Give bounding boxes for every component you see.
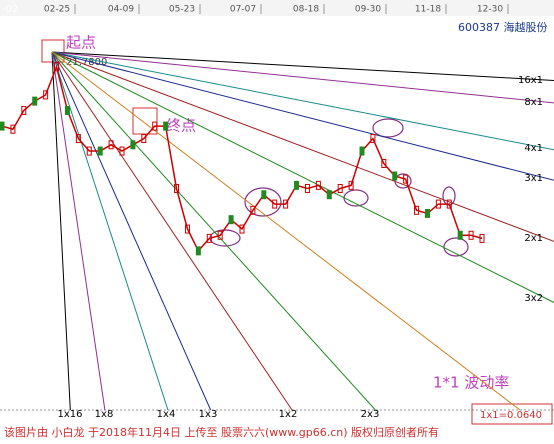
candle bbox=[392, 171, 398, 181]
fan-label: 1x2 bbox=[279, 409, 298, 420]
candle bbox=[184, 224, 190, 234]
candle bbox=[0, 121, 5, 131]
fan-line bbox=[51, 51, 106, 411]
candle bbox=[326, 190, 332, 200]
candle bbox=[195, 246, 201, 256]
candle bbox=[424, 208, 430, 218]
x-tick-label: 08-18 bbox=[293, 5, 319, 15]
candle bbox=[403, 174, 409, 184]
fan-line bbox=[51, 51, 521, 411]
candle bbox=[141, 134, 147, 144]
candle bbox=[457, 230, 463, 240]
x-tick-label: 02-25 bbox=[44, 5, 70, 15]
fan-label: 3x1 bbox=[524, 173, 543, 184]
candle bbox=[130, 140, 136, 150]
candle bbox=[359, 146, 365, 156]
candle bbox=[54, 62, 60, 72]
candle bbox=[228, 215, 234, 225]
candle bbox=[86, 146, 92, 156]
candle bbox=[250, 205, 256, 215]
candle bbox=[239, 224, 245, 234]
fan-label: 4x1 bbox=[524, 143, 543, 154]
candle bbox=[370, 134, 376, 144]
start-label: 起点 bbox=[66, 34, 96, 52]
candle bbox=[348, 180, 354, 190]
candle bbox=[446, 199, 452, 209]
highlights bbox=[209, 118, 469, 257]
fan-line bbox=[51, 51, 376, 411]
candle bbox=[75, 134, 81, 144]
fan-line bbox=[51, 51, 71, 411]
fan-line bbox=[51, 51, 554, 181]
fan-line bbox=[51, 51, 554, 151]
fan-label: 8x1 bbox=[524, 97, 543, 108]
fan-line bbox=[51, 51, 554, 82]
x-tick-label: 05-23 bbox=[169, 5, 195, 15]
volatility-value: 1x1=0.0640 bbox=[480, 410, 542, 421]
x-tick-label: 11-18 bbox=[415, 5, 441, 15]
fan-label: 1x3 bbox=[199, 409, 218, 420]
candle bbox=[304, 183, 310, 193]
fan-line bbox=[51, 51, 212, 411]
fan-line bbox=[51, 51, 554, 104]
start-price: 21.7800 bbox=[66, 57, 107, 68]
candle bbox=[43, 90, 49, 100]
period: -02 bbox=[2, 4, 18, 15]
candle bbox=[21, 105, 27, 115]
candle bbox=[64, 105, 70, 115]
candle bbox=[414, 205, 420, 215]
candle bbox=[119, 146, 125, 156]
candle bbox=[32, 96, 38, 106]
candle bbox=[435, 199, 441, 209]
fan-label: 3x2 bbox=[524, 293, 543, 304]
candle bbox=[261, 190, 267, 200]
fan-line bbox=[51, 51, 554, 242]
candle bbox=[206, 233, 212, 243]
candle bbox=[272, 199, 278, 209]
candle bbox=[97, 146, 103, 156]
fan-line bbox=[51, 51, 554, 303]
candle bbox=[479, 233, 485, 243]
candle bbox=[337, 183, 343, 193]
x-tick-label: 12-30 bbox=[477, 5, 503, 15]
candle bbox=[163, 121, 169, 131]
candle bbox=[294, 180, 300, 190]
candle bbox=[174, 183, 180, 193]
stock-code: 600387 海越股份 bbox=[458, 20, 548, 34]
end-label: 终点 bbox=[166, 117, 196, 135]
candle bbox=[217, 230, 223, 240]
volatility-label: 1*1 波动率 bbox=[433, 374, 509, 392]
footer: 该图片由 小白龙 于2018年11月4日 上传至 股票六六(www.gp66.c… bbox=[4, 425, 439, 439]
fan-line bbox=[51, 51, 293, 411]
candle bbox=[381, 159, 387, 169]
candle bbox=[10, 124, 16, 134]
fan-line bbox=[51, 51, 169, 411]
candle bbox=[468, 230, 474, 240]
date-bar bbox=[0, 0, 554, 16]
candle bbox=[283, 199, 289, 209]
fan-label: 1x4 bbox=[157, 409, 176, 420]
fan-label: 16x1 bbox=[518, 75, 543, 86]
fan-label: 2x3 bbox=[361, 409, 380, 420]
fan-label: 2x1 bbox=[524, 233, 543, 244]
candle bbox=[315, 180, 321, 190]
candle bbox=[108, 140, 114, 150]
end-box bbox=[132, 107, 158, 135]
x-tick-label: 09-30 bbox=[355, 5, 381, 15]
x-tick-label: 04-09 bbox=[108, 5, 134, 15]
price-line bbox=[1, 64, 483, 253]
x-tick-label: 07-07 bbox=[230, 5, 256, 15]
candle bbox=[152, 121, 158, 131]
fan-label: 1x16 bbox=[57, 409, 82, 420]
fan-label: 1x8 bbox=[95, 409, 114, 420]
